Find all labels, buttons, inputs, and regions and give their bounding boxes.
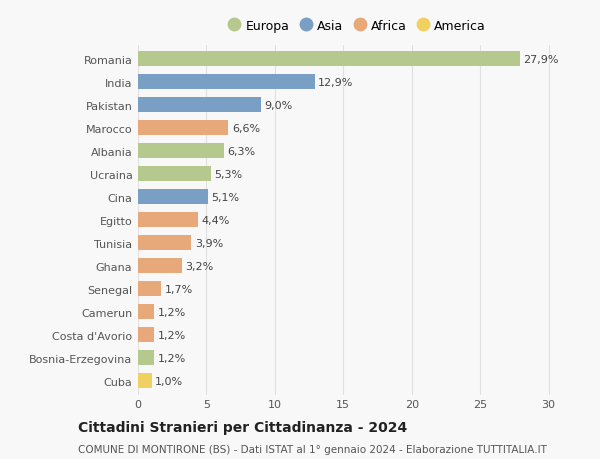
Bar <box>138 121 229 136</box>
Text: 3,2%: 3,2% <box>185 261 214 271</box>
Text: 12,9%: 12,9% <box>318 78 353 88</box>
Bar <box>138 98 261 113</box>
Bar <box>138 190 208 205</box>
Text: 6,3%: 6,3% <box>227 146 256 157</box>
Text: 1,2%: 1,2% <box>158 330 186 340</box>
Text: 27,9%: 27,9% <box>523 55 559 65</box>
Text: 1,2%: 1,2% <box>158 353 186 363</box>
Bar <box>138 167 211 182</box>
Text: 1,2%: 1,2% <box>158 307 186 317</box>
Bar <box>138 236 191 251</box>
Bar <box>138 282 161 297</box>
Bar <box>138 305 154 319</box>
Bar <box>138 75 314 90</box>
Bar <box>138 374 152 388</box>
Bar <box>138 213 198 228</box>
Text: COMUNE DI MONTIRONE (BS) - Dati ISTAT al 1° gennaio 2024 - Elaborazione TUTTITAL: COMUNE DI MONTIRONE (BS) - Dati ISTAT al… <box>78 444 547 454</box>
Bar <box>138 351 154 365</box>
Text: 6,6%: 6,6% <box>232 123 260 134</box>
Legend: Europa, Asia, Africa, America: Europa, Asia, Africa, America <box>226 17 488 35</box>
Text: Cittadini Stranieri per Cittadinanza - 2024: Cittadini Stranieri per Cittadinanza - 2… <box>78 420 407 434</box>
Text: 1,0%: 1,0% <box>155 376 183 386</box>
Bar <box>138 259 182 274</box>
Text: 5,1%: 5,1% <box>211 192 239 202</box>
Text: 9,0%: 9,0% <box>265 101 293 111</box>
Bar <box>138 144 224 159</box>
Text: 5,3%: 5,3% <box>214 169 242 179</box>
Text: 4,4%: 4,4% <box>202 215 230 225</box>
Bar <box>138 52 520 67</box>
Bar <box>138 328 154 342</box>
Text: 3,9%: 3,9% <box>195 238 223 248</box>
Text: 1,7%: 1,7% <box>164 284 193 294</box>
